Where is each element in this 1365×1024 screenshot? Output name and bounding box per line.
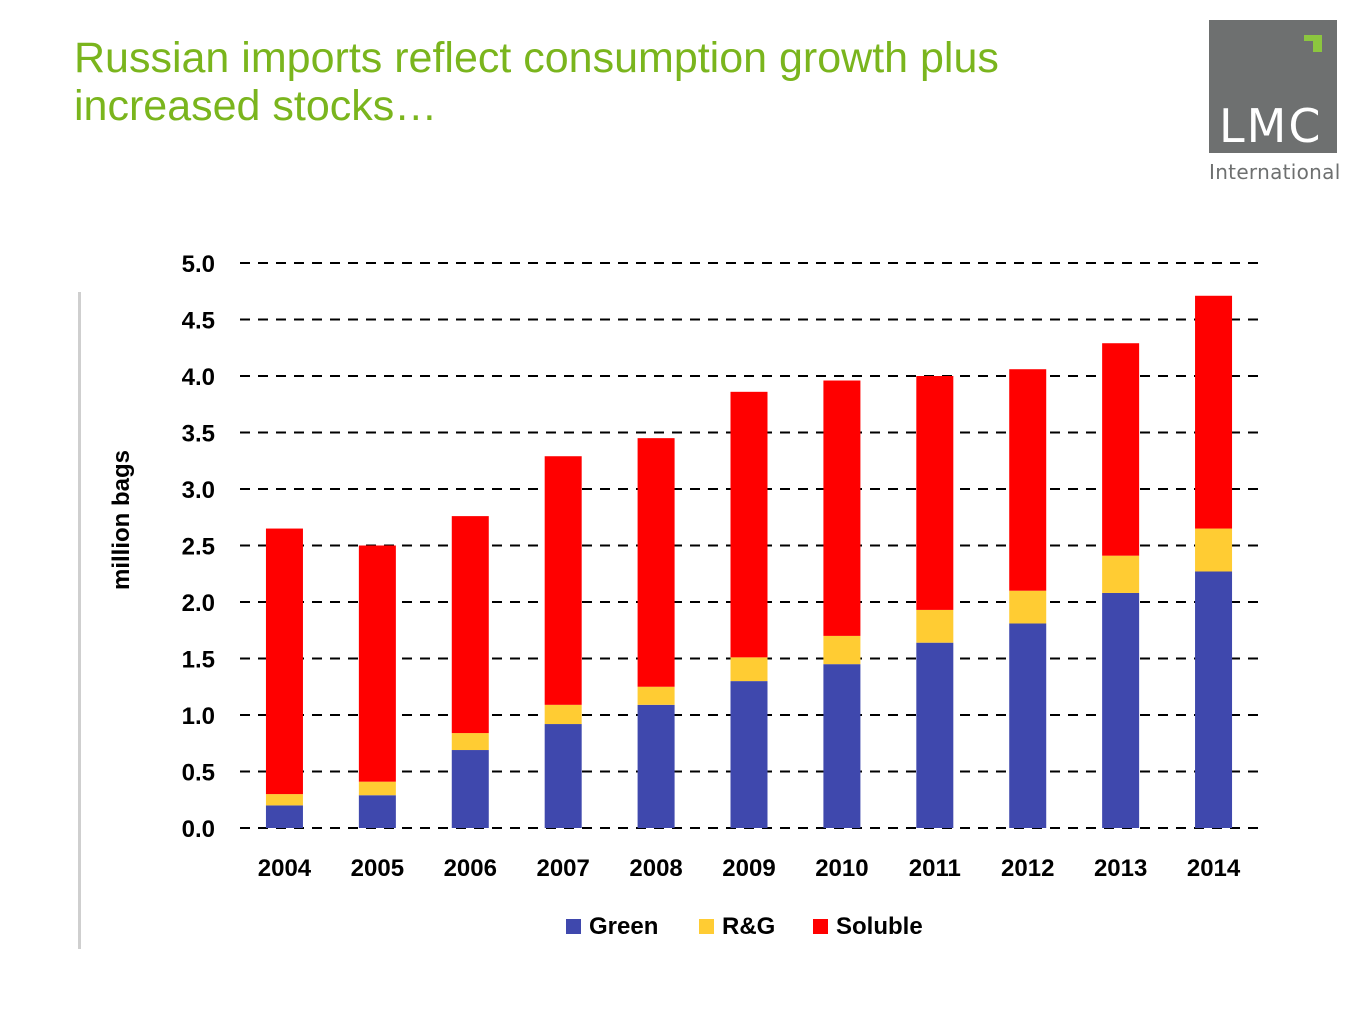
bar-soluble-2004 bbox=[265, 528, 303, 795]
x-tick-label-2012: 2012 bbox=[1001, 855, 1054, 882]
legend-label-2: Soluble bbox=[836, 913, 923, 940]
bar-r-g-2005 bbox=[358, 781, 396, 796]
bar-soluble-2009 bbox=[730, 391, 768, 658]
slide-title-line-2: increased stocks… bbox=[74, 82, 438, 130]
legend-swatch-0 bbox=[566, 919, 581, 934]
bar-green-2004 bbox=[265, 805, 303, 828]
x-tick-label-2004: 2004 bbox=[258, 855, 312, 882]
bar-soluble-2005 bbox=[358, 545, 396, 782]
bar-green-2010 bbox=[823, 664, 861, 828]
y-axis-ticks: 0.0 0.5 1.0 1.5 2.0 2.5 3.0 3.5 4.0 4.5 5.0 bbox=[182, 251, 215, 843]
y-tick-label-0: 0.0 bbox=[182, 816, 215, 843]
bar-green-2007 bbox=[544, 724, 582, 828]
y-tick-label-8: 4.0 bbox=[182, 364, 215, 391]
bar-green-2013 bbox=[1102, 592, 1140, 828]
bar-r-g-2010 bbox=[823, 635, 861, 665]
legend-swatch-2 bbox=[813, 919, 828, 934]
logo-box: LMC bbox=[1209, 20, 1337, 153]
bar-green-2005 bbox=[358, 795, 396, 828]
bar-soluble-2013 bbox=[1102, 343, 1140, 556]
legend-label-0: Green bbox=[589, 913, 658, 940]
legend: Green R&G Soluble bbox=[566, 913, 923, 940]
company-logo: LMC International bbox=[1209, 20, 1341, 185]
logo-subtitle: International bbox=[1209, 160, 1341, 184]
logo-corner-mark bbox=[1304, 35, 1322, 52]
x-tick-label-2007: 2007 bbox=[536, 855, 589, 882]
slide-title-line-1: Russian imports reflect consumption grow… bbox=[74, 34, 999, 82]
bar-soluble-2006 bbox=[451, 516, 489, 734]
slide-title: Russian imports reflect consumption grow… bbox=[74, 34, 1164, 130]
bars bbox=[265, 295, 1233, 828]
y-tick-label-3: 1.5 bbox=[182, 647, 215, 674]
x-tick-label-2005: 2005 bbox=[351, 855, 404, 882]
bar-green-2012 bbox=[1009, 623, 1047, 828]
bar-green-2009 bbox=[730, 681, 768, 828]
bar-r-g-2009 bbox=[730, 657, 768, 682]
y-tick-label-10: 5.0 bbox=[182, 251, 215, 278]
legend-swatch-1 bbox=[699, 919, 714, 934]
bar-r-g-2014 bbox=[1195, 528, 1233, 572]
bar-green-2006 bbox=[451, 750, 489, 828]
bar-soluble-2010 bbox=[823, 380, 861, 636]
bar-r-g-2011 bbox=[916, 609, 954, 643]
x-tick-label-2013: 2013 bbox=[1094, 855, 1147, 882]
bar-r-g-2006 bbox=[451, 733, 489, 751]
bar-r-g-2012 bbox=[1009, 590, 1047, 624]
x-tick-label-2006: 2006 bbox=[444, 855, 497, 882]
x-tick-label-2011: 2011 bbox=[909, 855, 961, 882]
bar-green-2011 bbox=[916, 642, 954, 828]
left-divider bbox=[78, 292, 81, 949]
x-tick-label-2008: 2008 bbox=[629, 855, 682, 882]
x-tick-label-2010: 2010 bbox=[815, 855, 868, 882]
y-tick-label-6: 3.0 bbox=[182, 477, 215, 504]
bar-r-g-2013 bbox=[1102, 555, 1140, 593]
y-tick-label-1: 0.5 bbox=[182, 760, 215, 787]
bar-green-2008 bbox=[637, 704, 675, 828]
legend-label-1: R&G bbox=[722, 913, 775, 940]
y-axis-label: million bags bbox=[108, 450, 135, 590]
bar-soluble-2012 bbox=[1009, 369, 1047, 591]
y-tick-label-4: 2.0 bbox=[182, 590, 215, 617]
bar-r-g-2004 bbox=[265, 794, 303, 806]
y-tick-label-7: 3.5 bbox=[182, 421, 215, 448]
y-tick-label-5: 2.5 bbox=[182, 534, 215, 561]
logo-wordmark: LMC bbox=[1219, 99, 1323, 153]
x-axis-ticks: 2004 2005 2006 2007 2008 2009 2010 2011 2012 2013… bbox=[258, 855, 1241, 882]
bar-soluble-2007 bbox=[544, 456, 582, 705]
bar-r-g-2007 bbox=[544, 704, 582, 725]
y-tick-label-9: 4.5 bbox=[182, 308, 215, 335]
x-tick-label-2014: 2014 bbox=[1187, 855, 1241, 882]
y-tick-label-2: 1.0 bbox=[182, 703, 215, 730]
x-tick-label-2009: 2009 bbox=[722, 855, 775, 882]
bar-soluble-2008 bbox=[637, 438, 675, 687]
bar-soluble-2011 bbox=[916, 376, 954, 610]
bar-green-2014 bbox=[1195, 571, 1233, 828]
bar-soluble-2014 bbox=[1195, 295, 1233, 529]
bar-r-g-2008 bbox=[637, 686, 675, 705]
